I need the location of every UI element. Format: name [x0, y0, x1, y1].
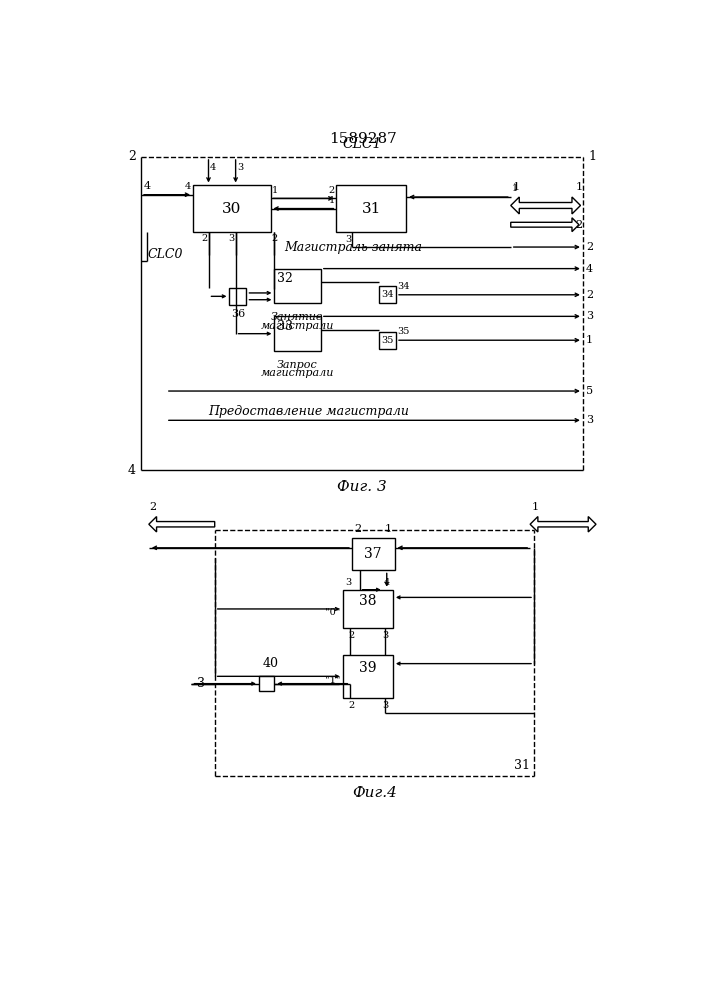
Text: 4: 4 — [128, 464, 136, 477]
Text: 4: 4 — [586, 264, 593, 274]
Bar — [379, 332, 396, 349]
Bar — [230, 288, 247, 305]
Text: 4: 4 — [210, 163, 216, 172]
Text: 1: 1 — [385, 524, 392, 534]
Text: 2: 2 — [271, 234, 278, 243]
Bar — [274, 316, 321, 351]
Text: 4: 4 — [384, 578, 390, 587]
Text: 3: 3 — [586, 415, 593, 425]
Bar — [259, 676, 274, 691]
Text: 2: 2 — [354, 524, 362, 534]
Text: Занятие: Занятие — [271, 312, 324, 322]
Text: Предоставление магистрали: Предоставление магистрали — [209, 405, 409, 418]
Text: 1: 1 — [272, 186, 279, 195]
Text: 3: 3 — [382, 701, 388, 710]
Text: 2: 2 — [349, 631, 355, 640]
Text: 3: 3 — [345, 235, 351, 244]
Text: 2: 2 — [586, 242, 593, 252]
Text: Магистраль занята: Магистраль занята — [284, 241, 423, 254]
Text: 37: 37 — [364, 547, 382, 561]
Text: Фиг. 3: Фиг. 3 — [337, 480, 387, 494]
Text: 38: 38 — [359, 594, 377, 608]
Text: "1": "1" — [325, 676, 340, 685]
Text: 34: 34 — [381, 290, 394, 299]
Text: 1: 1 — [329, 196, 335, 205]
Text: 3: 3 — [197, 677, 206, 690]
Text: 33: 33 — [277, 320, 293, 333]
Text: 1: 1 — [513, 184, 518, 193]
Text: 3: 3 — [237, 163, 243, 172]
Text: 4: 4 — [185, 182, 191, 191]
Text: 2: 2 — [128, 150, 136, 163]
Bar — [352, 538, 395, 570]
Text: 1: 1 — [588, 150, 596, 163]
Bar — [337, 185, 406, 232]
Text: 1: 1 — [586, 335, 593, 345]
Text: 1: 1 — [575, 182, 583, 192]
Text: 34: 34 — [397, 282, 410, 291]
Bar — [343, 590, 393, 628]
Text: 35: 35 — [381, 336, 394, 345]
Text: 2: 2 — [586, 290, 593, 300]
Text: 35: 35 — [397, 327, 410, 336]
Text: 30: 30 — [222, 202, 241, 216]
Text: 39: 39 — [359, 661, 377, 675]
Bar — [343, 655, 393, 698]
Bar — [193, 185, 271, 232]
Text: 2: 2 — [349, 701, 355, 710]
Text: 31: 31 — [514, 759, 530, 772]
Text: CLC0: CLC0 — [147, 248, 183, 261]
Text: 5: 5 — [586, 386, 593, 396]
Text: 1: 1 — [532, 502, 539, 512]
Bar — [274, 269, 321, 303]
Text: 1: 1 — [513, 182, 520, 192]
Text: "0": "0" — [325, 608, 340, 617]
Text: 32: 32 — [277, 272, 293, 285]
Text: 2: 2 — [329, 186, 335, 195]
Text: 3: 3 — [346, 578, 352, 587]
Text: 4: 4 — [144, 181, 151, 191]
Text: магистрали: магистрали — [261, 321, 334, 331]
Text: 2: 2 — [575, 220, 583, 230]
Bar — [379, 286, 396, 303]
Text: 31: 31 — [361, 202, 381, 216]
Text: Фиг.4: Фиг.4 — [352, 786, 397, 800]
Text: 3: 3 — [228, 234, 235, 243]
Text: магистрали: магистрали — [261, 368, 334, 378]
Text: 2: 2 — [149, 502, 156, 512]
Text: 40: 40 — [262, 657, 279, 670]
Text: CLC1: CLC1 — [342, 137, 382, 151]
Text: 2: 2 — [201, 234, 208, 243]
Text: Запрос: Запрос — [277, 360, 318, 370]
Text: 1589287: 1589287 — [329, 132, 397, 146]
Text: 36: 36 — [230, 309, 245, 319]
Text: 3: 3 — [586, 311, 593, 321]
Text: 3: 3 — [382, 631, 388, 640]
